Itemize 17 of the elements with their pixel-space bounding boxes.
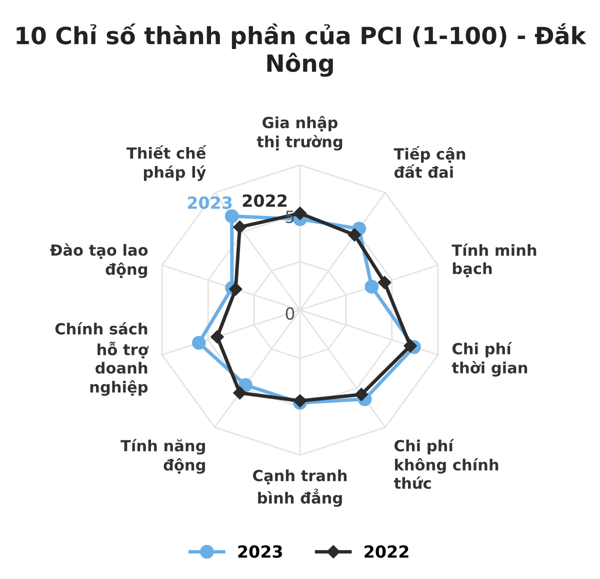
spoke-label: Thiết chế pháp lý [126, 145, 206, 181]
spoke-label: Chi phí thời gian [452, 342, 528, 377]
spoke-label: Tính minh bạch [452, 244, 536, 278]
text: 2023 [188, 196, 232, 209]
y-tick-label: 5 [286, 210, 294, 224]
legend-label: 2023 [238, 545, 282, 558]
spoke-label: Cạnh tranh bình đẳng [253, 470, 347, 507]
chart-title: 10 Chỉ số thành phần của PCI (1-100) - Đắk Nông [16, 23, 586, 77]
y-tick-label: 0 [286, 307, 294, 320]
spoke-label: Đào tạo lao động [50, 243, 148, 278]
spoke-label: Tính năng động [120, 439, 205, 474]
spoke-label: Chi phí không chính thức [394, 439, 498, 489]
spoke-label: Tiếp cận đất đai [394, 146, 466, 178]
spoke-label: Chính sách hỗ trợ doanh nghiệp [55, 322, 149, 396]
spoke-label: Gia nhập thị trường [256, 116, 342, 150]
text: 2022 [242, 194, 287, 207]
legend-label: 2022 [364, 545, 408, 558]
